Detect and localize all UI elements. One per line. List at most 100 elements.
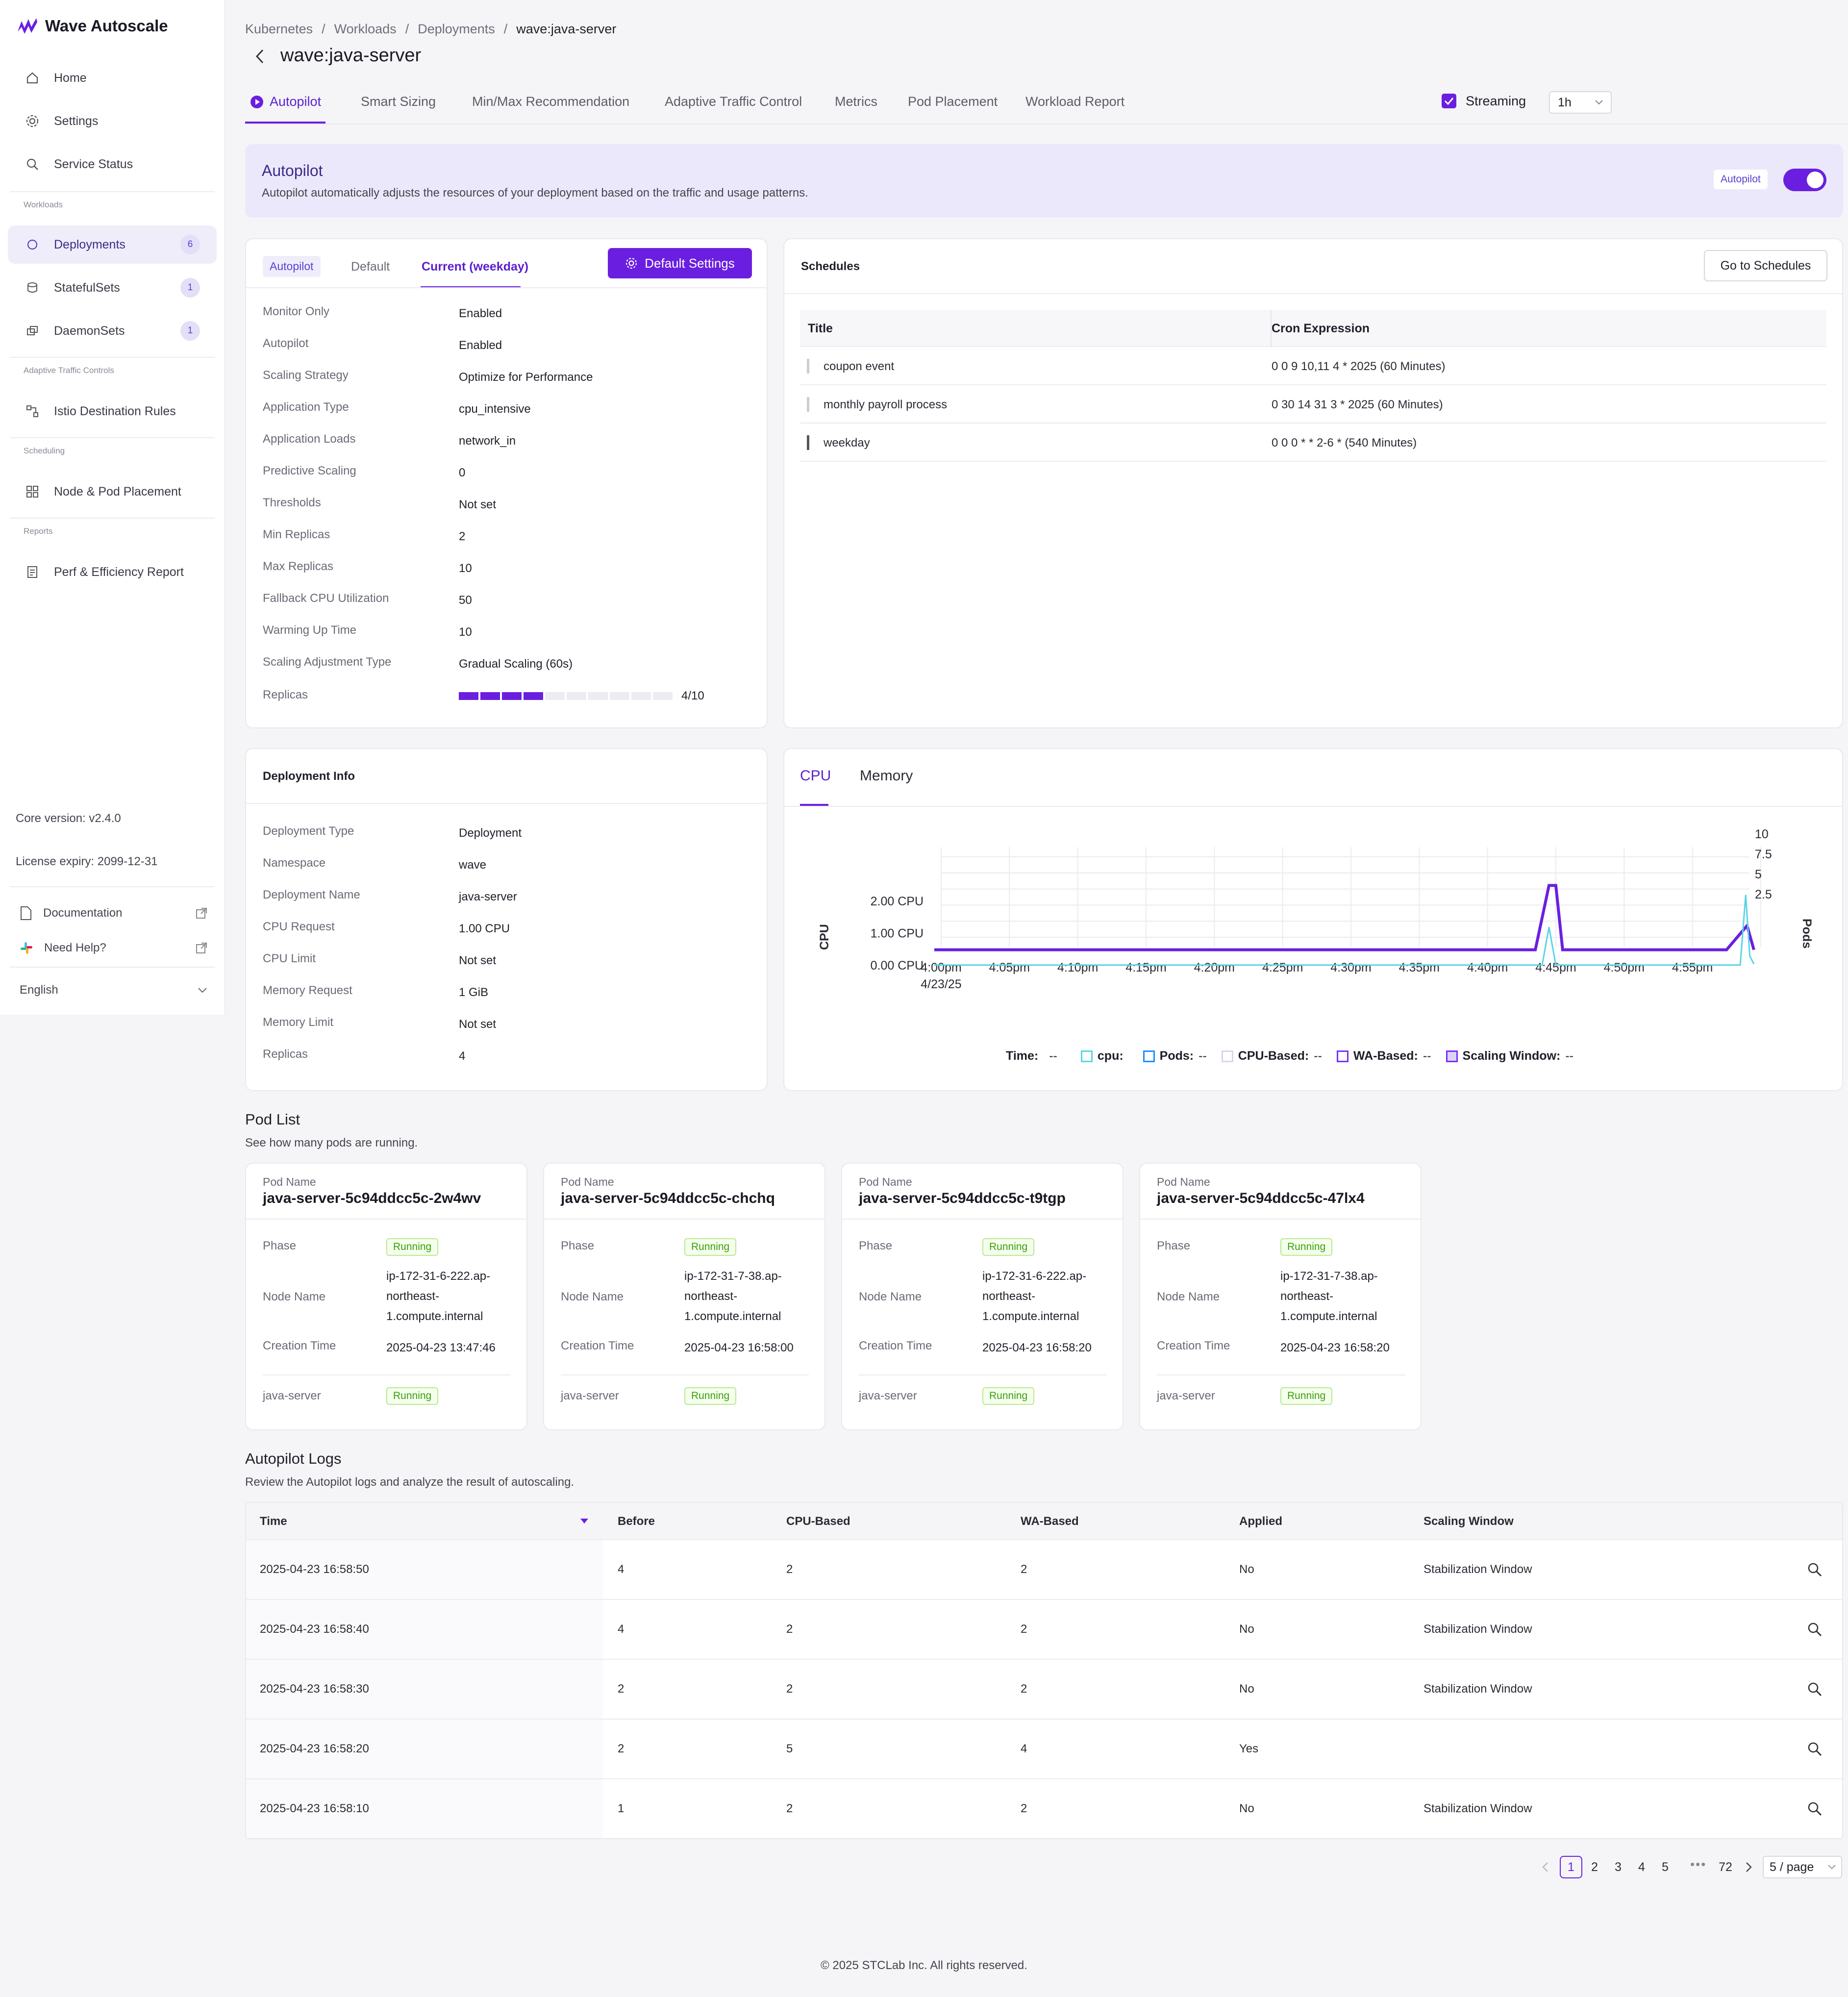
divider [859, 1374, 1107, 1375]
divider [10, 886, 215, 887]
log-detail-button[interactable] [1807, 1562, 1823, 1577]
time-range-select[interactable]: 1h [1549, 91, 1612, 114]
tab-autopilot[interactable]: Autopilot [250, 94, 321, 109]
schedule-row[interactable]: weekday 0 0 0 * * 2-6 * (540 Minutes) [800, 424, 1826, 462]
phase-badge: Running [982, 1238, 1035, 1256]
config-key: Warming Up Time [263, 624, 357, 637]
sidebar-item-settings[interactable]: Settings [8, 102, 217, 140]
log-detail-button[interactable] [1807, 1741, 1823, 1757]
schedule-row[interactable]: coupon event 0 0 9 10,11 4 * 2025 (60 Min… [800, 347, 1826, 385]
legend-item[interactable]: cpu: [1080, 1049, 1128, 1063]
prev-page-icon[interactable] [1541, 1862, 1550, 1872]
phase-label: Phase [1157, 1239, 1191, 1252]
chart-tab-cpu[interactable]: CPU [800, 768, 831, 784]
config-tab-autopilot[interactable]: Autopilot [263, 256, 321, 277]
divider [10, 437, 215, 438]
log-cell: 5 [786, 1742, 793, 1755]
sidebar-item-istio[interactable]: Istio Destination Rules [8, 392, 217, 430]
page-1[interactable]: 1 [1560, 1856, 1582, 1878]
config-key: Min Replicas [263, 528, 330, 541]
tab-workload-report[interactable]: Workload Report [1025, 94, 1125, 109]
sort-desc-icon[interactable] [579, 1518, 589, 1524]
autopilot-toggle[interactable] [1783, 169, 1826, 191]
y-tick-label: 0.00 CPU [871, 959, 924, 973]
schedule-row[interactable]: monthly payroll process 0 30 14 31 3 * 20… [800, 385, 1826, 424]
tab-minmax-recommendation[interactable]: Min/Max Recommendation [472, 94, 630, 109]
need-help-link[interactable]: Need Help? [20, 941, 208, 955]
sidebar-item-deployments[interactable]: Deployments 6 [8, 225, 217, 264]
creation-time-label: Creation Time [859, 1339, 932, 1352]
breadcrumb-workloads[interactable]: Workloads [334, 22, 397, 36]
y2-tick-label: 10 [1755, 827, 1769, 841]
document-icon [21, 906, 31, 920]
tab-adaptive-traffic-control[interactable]: Adaptive Traffic Control [665, 94, 802, 109]
sidebar-item-label: Istio Destination Rules [54, 404, 176, 418]
streaming-checkbox[interactable]: Streaming [1441, 93, 1526, 109]
log-detail-button[interactable] [1807, 1801, 1823, 1817]
sidebar-item-service-status[interactable]: Service Status [8, 145, 217, 183]
app-logo[interactable]: Wave Autoscale [17, 17, 168, 35]
go-to-schedules-button[interactable]: Go to Schedules [1704, 250, 1827, 281]
page-size-select[interactable]: 5 / page [1763, 1856, 1842, 1878]
tab-metrics[interactable]: Metrics [835, 94, 877, 109]
external-link-icon [196, 908, 207, 919]
sidebar-item-node-pod-placement[interactable]: Node & Pod Placement [8, 473, 217, 511]
y2-tick-label: 5 [1755, 868, 1762, 881]
node-name-line: northeast- [1280, 1290, 1334, 1303]
back-arrow-icon[interactable] [253, 48, 269, 65]
log-detail-button[interactable] [1807, 1622, 1823, 1637]
config-key: Scaling Strategy [263, 369, 349, 382]
replica-segment [459, 692, 478, 700]
status-running-badge: Running [684, 1387, 737, 1405]
default-settings-button[interactable]: Default Settings [608, 248, 752, 278]
legend-item[interactable]: Pods: -- [1143, 1049, 1207, 1063]
tab-smart-sizing[interactable]: Smart Sizing [361, 94, 436, 109]
breadcrumb-kubernetes[interactable]: Kubernetes [245, 22, 313, 36]
gear-icon [626, 257, 637, 269]
next-page-icon[interactable] [1744, 1862, 1753, 1872]
app-name: Wave Autoscale [45, 17, 168, 35]
legend-item[interactable]: Scaling Window: -- [1446, 1049, 1573, 1063]
page-3[interactable]: 3 [1615, 1860, 1622, 1874]
config-tab-default[interactable]: Default [351, 260, 390, 274]
page-last[interactable]: 72 [1719, 1860, 1732, 1874]
cpu-pods-chart[interactable]: 4:00pm 4:05pm 4:10pm 4:15pm 4:20pm 4:25pm 4:30… [784, 808, 1842, 1053]
page-4[interactable]: 4 [1638, 1860, 1645, 1874]
language-select[interactable]: English [20, 983, 208, 997]
legend-item[interactable]: CPU-Based: -- [1221, 1049, 1322, 1063]
container-status: Running [982, 1387, 1035, 1405]
page-5[interactable]: 5 [1662, 1860, 1669, 1874]
divider [842, 1219, 1123, 1220]
status-running-badge: Running [684, 1238, 737, 1256]
schedule-marker [807, 397, 809, 412]
log-cell: No [1239, 1623, 1254, 1636]
log-row: 2025-04-23 16:58:40 4 2 2 No Stabilization Wi… [246, 1600, 1842, 1660]
tab-pod-placement[interactable]: Pod Placement [908, 94, 998, 109]
sidebar-item-home[interactable]: Home [8, 59, 217, 97]
pagination-ellipsis[interactable]: ••• [1690, 1857, 1707, 1872]
x-tick-label: 4:10pm [1057, 961, 1098, 974]
breadcrumb-deployments[interactable]: Deployments [418, 22, 495, 36]
pod-card: Pod Name java-server-5c94ddcc5c-t9tgp Phas… [841, 1163, 1124, 1430]
x-tick-label: 4:20pm [1194, 961, 1235, 974]
sidebar-item-statefulsets[interactable]: StatefulSets 1 [8, 269, 217, 307]
log-detail-button[interactable] [1807, 1681, 1823, 1697]
log-row: 2025-04-23 16:58:20 2 5 4 Yes [246, 1720, 1842, 1779]
deployment-key: Namespace [263, 856, 326, 870]
legend-item[interactable]: WA-Based: -- [1336, 1049, 1431, 1063]
deployment-info-card: Deployment Info Deployment Type Deploymen… [245, 748, 768, 1091]
chart-tab-memory[interactable]: Memory [860, 768, 913, 784]
replica-segment [653, 692, 673, 700]
sidebar-item-daemonsets[interactable]: DaemonSets 1 [8, 312, 217, 350]
node-name-label: Node Name [263, 1290, 326, 1303]
divider [1157, 1374, 1405, 1375]
log-header-cell: Scaling Window [1423, 1515, 1514, 1528]
config-tab-current[interactable]: Current (weekday) [422, 260, 529, 274]
log-header-cell[interactable]: Time [260, 1515, 287, 1528]
page-2[interactable]: 2 [1591, 1860, 1598, 1874]
streaming-label: Streaming [1466, 93, 1526, 108]
sidebar-item-perf-report[interactable]: Perf & Efficiency Report [8, 553, 217, 591]
section-label-scheduling: Scheduling [24, 446, 65, 455]
documentation-link[interactable]: Documentation [20, 906, 208, 921]
deployment-key: CPU Limit [263, 952, 316, 965]
